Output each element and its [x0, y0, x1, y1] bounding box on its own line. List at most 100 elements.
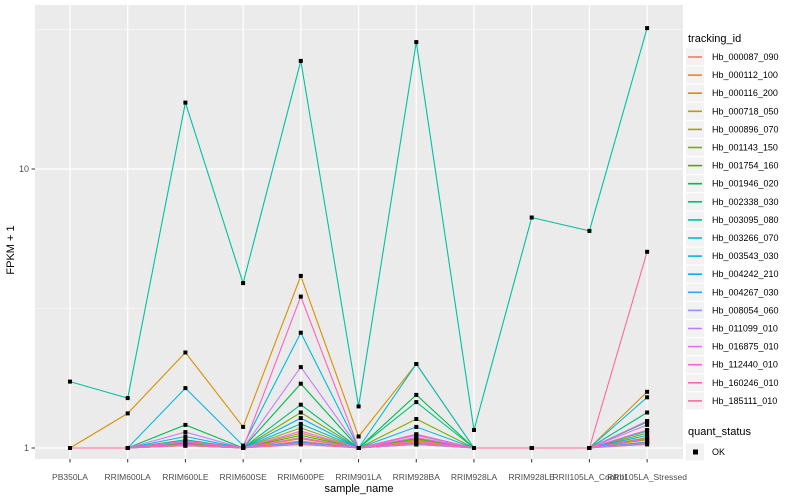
x-tick-label: RRIM928LA	[451, 472, 498, 482]
data-point-Hb_185111_010	[183, 443, 188, 448]
data-point-Hb_003095_080	[183, 100, 188, 105]
data-point-Hb_185111_010	[298, 442, 303, 447]
data-point-Hb_002338_030	[414, 400, 419, 405]
data-point-Hb_001143_150	[645, 431, 650, 436]
data-point-Hb_003266_070	[414, 362, 419, 366]
data-point-Hb_011099_010	[298, 365, 303, 370]
data-point-Hb_003095_080	[125, 396, 130, 401]
data-point-Hb_112440_010	[298, 435, 303, 440]
legend-label-Hb_001946_020: Hb_001946_020	[712, 179, 779, 189]
legend-label-Hb_000718_050: Hb_000718_050	[712, 106, 779, 116]
data-point-Hb_003543_030	[414, 424, 419, 429]
x-tick-label: RRIM600LA	[105, 472, 152, 482]
y-tick-label: 1	[24, 443, 29, 453]
data-point-Hb_185111_010	[414, 441, 419, 446]
data-point-Hb_016875_010	[414, 435, 419, 440]
x-tick-label: RRIM600LE	[162, 472, 209, 482]
data-point-Hb_003543_030	[183, 386, 188, 391]
data-point-Hb_004242_210	[645, 433, 650, 438]
legend-label-Hb_002338_030: Hb_002338_030	[712, 197, 779, 207]
data-point-Hb_003543_030	[645, 395, 650, 400]
data-point-Hb_000896_070	[298, 425, 303, 430]
data-point-Hb_003095_080	[529, 215, 534, 220]
data-point-Hb_003095_080	[241, 281, 246, 286]
x-tick-label: PB350LA	[52, 472, 88, 482]
data-point-Hb_016875_010	[645, 422, 650, 427]
data-point-Hb_003095_080	[645, 26, 650, 31]
legend-label-Hb_003095_080: Hb_003095_080	[712, 215, 779, 225]
data-point-Hb_003095_080	[472, 428, 476, 432]
legend-label-ok: OK	[712, 447, 725, 457]
x-tick-label: RRIM901LA	[335, 472, 382, 482]
x-tick-label: RRII105LA_Stressed	[607, 472, 687, 482]
legend-label-Hb_001754_160: Hb_001754_160	[712, 161, 779, 171]
data-point-Hb_011099_010	[645, 419, 650, 423]
legend-label-Hb_003543_030: Hb_003543_030	[712, 251, 779, 261]
data-point-Hb_008054_060	[645, 441, 650, 446]
x-axis-title: sample_name	[324, 483, 393, 495]
data-point-Hb_185111_010	[587, 446, 592, 450]
data-point-Hb_185111_010	[356, 446, 361, 450]
data-point-Hb_002338_030	[645, 410, 650, 415]
legend-label-Hb_160246_010: Hb_160246_010	[712, 378, 779, 388]
data-point-Hb_185111_010	[645, 249, 650, 254]
legend-label-Hb_011099_010: Hb_011099_010	[712, 324, 778, 334]
data-point-Hb_003543_030	[241, 443, 246, 448]
data-point-Hb_001946_020	[298, 381, 303, 386]
x-tick-label: RRIM600PE	[277, 472, 325, 482]
data-point-Hb_185111_010	[68, 446, 72, 450]
legend-label-Hb_112440_010: Hb_112440_010	[712, 360, 778, 370]
y-tick-label: 10	[19, 164, 29, 174]
legend-label-Hb_000087_090: Hb_000087_090	[712, 52, 779, 62]
data-point-Hb_185111_010	[529, 446, 534, 450]
data-point-Hb_185111_010	[125, 446, 130, 450]
legend-label-Hb_185111_010: Hb_185111_010	[712, 396, 777, 406]
legend-label-Hb_004242_210: Hb_004242_210	[712, 269, 779, 279]
data-point-Hb_160246_010	[414, 432, 419, 437]
data-point-Hb_112440_010	[645, 436, 650, 441]
data-point-Hb_003095_080	[298, 58, 303, 63]
legend-label-Hb_001143_150: Hb_001143_150	[712, 143, 778, 153]
x-tick-label: RRII105LA_Control	[553, 472, 627, 482]
data-point-Hb_000718_050	[298, 431, 303, 436]
data-point-Hb_001946_020	[183, 422, 188, 427]
legend-label-Hb_000112_100: Hb_000112_100	[712, 70, 778, 80]
data-point-Hb_003095_080	[587, 228, 592, 233]
legend-label-Hb_016875_010: Hb_016875_010	[712, 342, 779, 352]
legend-title-quant-status: quant_status	[688, 426, 751, 438]
data-point-Hb_001143_150	[298, 410, 303, 415]
x-tick-label: RRIM600SE	[220, 472, 268, 482]
data-point-Hb_004242_210	[183, 434, 188, 439]
data-point-Hb_001754_160	[298, 433, 303, 438]
legend-label-Hb_004267_030: Hb_004267_030	[712, 287, 779, 297]
data-point-Hb_003095_080	[414, 40, 419, 45]
data-point-Hb_185111_010	[241, 446, 246, 450]
y-axis-title: FPKM + 1	[5, 225, 17, 274]
data-point-Hb_016875_010	[298, 429, 303, 434]
data-point-Hb_000116_200	[241, 424, 246, 429]
data-point-Hb_001946_020	[414, 392, 419, 397]
data-point-Hb_000116_200	[645, 389, 650, 394]
data-point-Hb_160246_010	[298, 294, 303, 299]
data-point-Hb_000116_200	[125, 411, 130, 416]
data-point-Hb_003095_080	[356, 404, 361, 409]
data-point-Hb_003543_030	[298, 330, 303, 335]
data-point-Hb_185111_010	[472, 446, 476, 450]
data-point-Hb_004242_210	[298, 416, 303, 421]
data-point-Hb_003266_070	[298, 421, 303, 426]
data-point-Hb_112440_010	[414, 438, 419, 443]
data-point-Hb_000116_200	[356, 434, 361, 439]
legend-label-Hb_000116_200: Hb_000116_200	[712, 88, 778, 98]
data-point-Hb_000116_200	[298, 273, 303, 278]
x-tick-label: RRIM928BA	[393, 472, 441, 482]
data-point-Hb_011099_010	[183, 430, 188, 435]
data-point-Hb_002338_030	[298, 402, 303, 407]
data-point-Hb_160246_010	[645, 428, 650, 432]
data-point-Hb_001143_150	[414, 417, 419, 421]
x-tick-label: RRIM928LE	[509, 472, 556, 482]
legend-title-tracking-id: tracking_id	[688, 33, 741, 45]
legend-label-Hb_000896_070: Hb_000896_070	[712, 124, 779, 134]
legend-label-Hb_008054_060: Hb_008054_060	[712, 305, 779, 315]
